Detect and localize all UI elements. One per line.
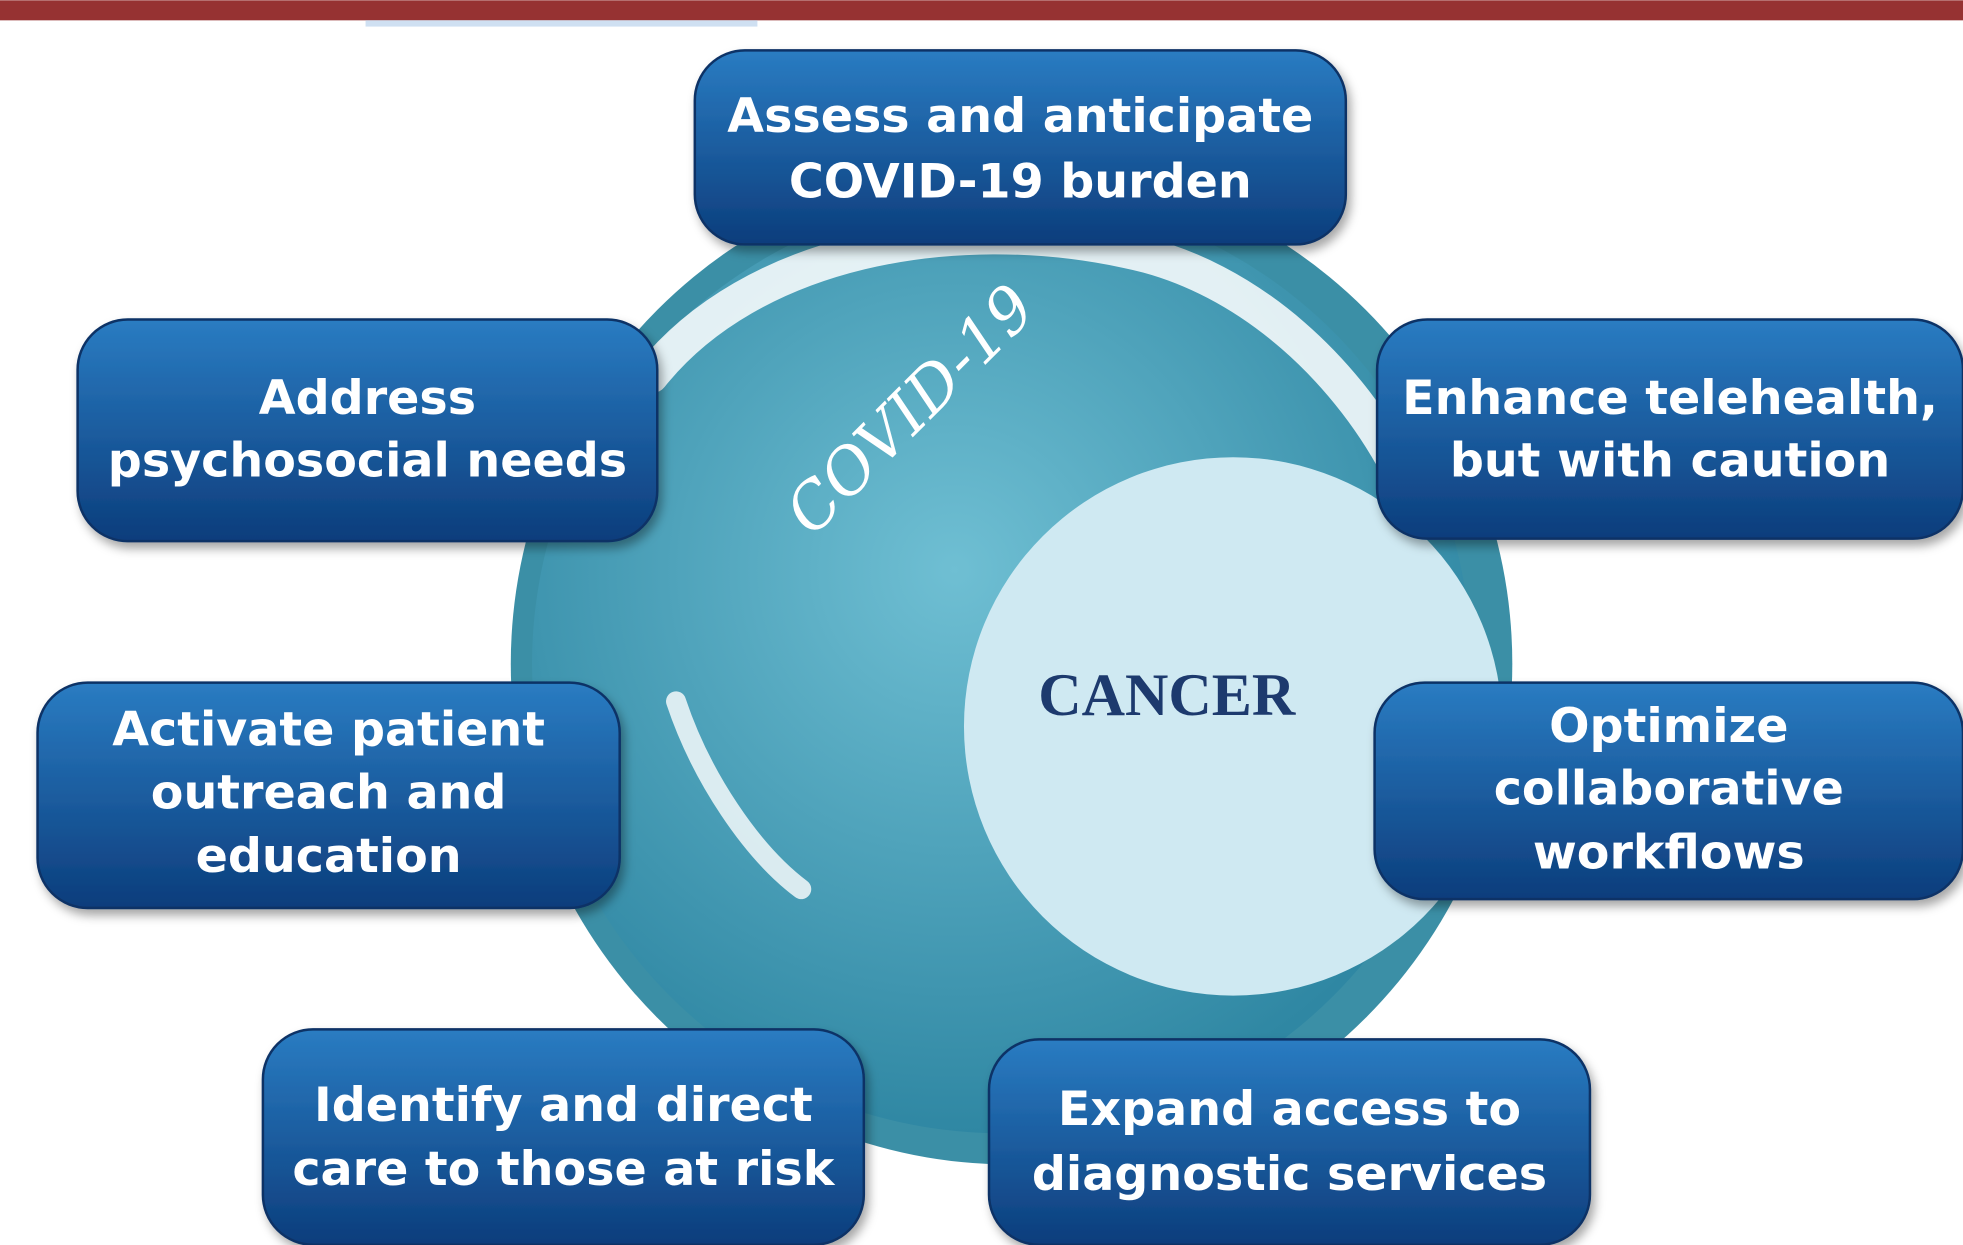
box-shape (263, 1029, 864, 1244)
top-bar-accent (366, 20, 758, 26)
box-text-line: outreach and (151, 765, 507, 820)
box-text-line: Activate patient (112, 703, 545, 758)
action-box: Address psychosocial needs (78, 320, 658, 542)
box-text-line: Identify and direct (314, 1078, 813, 1133)
box-text-line: care to those at risk (292, 1142, 835, 1197)
box-text-line: Address (259, 371, 476, 426)
box-shape (695, 50, 1346, 244)
action-box: Activate patient outreach and education (38, 683, 620, 908)
box-text-line: education (196, 829, 462, 884)
core-label: CANCER (1038, 661, 1296, 728)
box-text-line: workflows (1533, 825, 1805, 880)
box-text-line: Enhance telehealth, (1402, 371, 1938, 426)
top-bar (0, 0, 1963, 20)
center-graphic: COVID-19 CANCER (511, 163, 1513, 1165)
box-text-line: Optimize (1549, 699, 1788, 754)
box-shape (78, 320, 658, 542)
action-box: Identify and direct care to those at risk (263, 1029, 864, 1244)
action-box: Enhance telehealth, but with caution (1377, 320, 1963, 539)
box-shape (989, 1039, 1590, 1244)
box-text-line: Assess and anticipate (727, 89, 1313, 144)
box-text-line: Expand access to (1058, 1082, 1521, 1137)
box-text-line: but with caution (1450, 434, 1890, 489)
diagram: COVID-19 CANCER Assess and anticipate COV… (0, 0, 1963, 1245)
box-shape (1377, 320, 1963, 539)
box-text-line: psychosocial needs (108, 434, 627, 489)
action-box: Optimize collaborative workflows (1375, 683, 1963, 900)
box-text-line: collaborative (1494, 762, 1844, 817)
box-text-line: diagnostic services (1032, 1147, 1547, 1202)
box-text-line: COVID-19 burden (789, 154, 1252, 209)
action-box: Assess and anticipate COVID-19 burden (695, 50, 1346, 244)
action-box: Expand access to diagnostic services (989, 1039, 1590, 1244)
